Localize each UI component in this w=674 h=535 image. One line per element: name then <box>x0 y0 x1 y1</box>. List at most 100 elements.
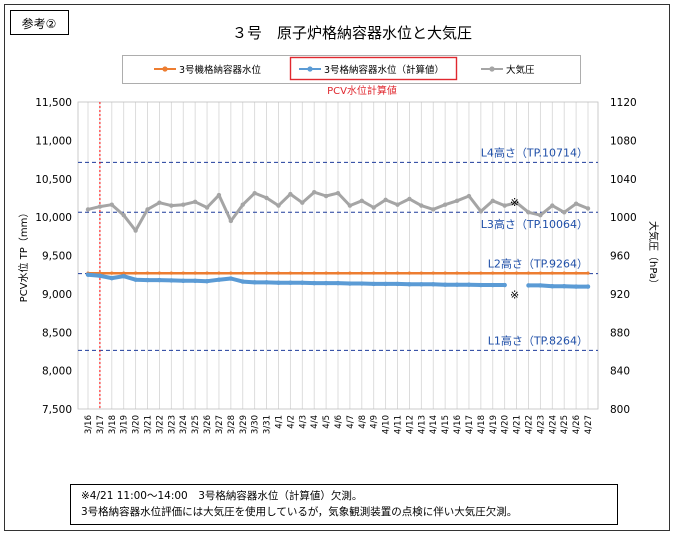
x-tick-label: 3/24 <box>179 415 189 434</box>
series-point-1 <box>550 284 555 289</box>
series-point-2 <box>573 201 579 206</box>
series-point-2 <box>323 193 329 199</box>
series-point-1 <box>288 280 293 285</box>
chart-title: ３号 原子炉格納容器水位と大気圧 <box>232 24 472 42</box>
x-tick-label: 3/27 <box>215 415 225 434</box>
y-axis-title: PCV水位 TP（mm） <box>17 208 30 303</box>
x-tick-label: 4/27 <box>584 415 594 434</box>
series-point-2 <box>85 207 91 212</box>
series-point-0 <box>384 271 388 275</box>
y-tick-label: 9,500 <box>42 251 72 263</box>
y2-tick-label: 880 <box>610 327 630 339</box>
series-point-1 <box>585 284 591 289</box>
series-point-0 <box>324 271 328 275</box>
y-tick-label: 7,500 <box>42 404 72 416</box>
series-point-1 <box>133 277 138 282</box>
series-point-0 <box>479 271 483 275</box>
series-point-0 <box>157 271 162 275</box>
series-point-2 <box>407 196 412 202</box>
plot-border <box>77 101 599 410</box>
series-point-1 <box>490 282 495 288</box>
chart-subtitle: PCV水位計算値 <box>327 84 397 97</box>
series-point-1 <box>240 279 245 284</box>
series-point-1 <box>466 282 472 287</box>
series-point-1 <box>121 274 126 279</box>
series-point-2 <box>181 202 186 207</box>
legend-highlight-box <box>289 56 458 81</box>
series-point-0 <box>491 271 495 275</box>
chart-frame <box>4 4 670 531</box>
legend-marker-1 <box>307 66 313 72</box>
series-point-1 <box>371 281 376 287</box>
x-tick-label: 4/18 <box>477 415 487 434</box>
series-point-1 <box>573 284 579 289</box>
reference-line-label: L3高さ（TP.10064） <box>481 217 588 231</box>
x-tick-label: 4/4 <box>310 415 320 429</box>
series-point-0 <box>360 271 364 275</box>
x-tick-label: 4/26 <box>572 415 582 434</box>
series-point-0 <box>348 271 352 275</box>
y-tick-label: 10,500 <box>35 174 72 186</box>
series-point-1 <box>85 272 91 277</box>
series-point-1 <box>561 284 567 289</box>
x-tick-label: 3/21 <box>144 415 154 434</box>
legend-marker-2 <box>489 66 495 72</box>
series-point-1 <box>538 283 543 288</box>
x-tick-label: 3/16 <box>84 415 94 434</box>
x-tick-label: 4/25 <box>560 415 570 434</box>
series-point-0 <box>217 271 221 275</box>
series-point-1 <box>359 281 365 286</box>
series-point-2 <box>133 228 138 233</box>
series-point-2 <box>169 203 174 208</box>
series-point-0 <box>550 271 554 275</box>
series-point-1 <box>323 280 329 286</box>
reference-line-label: L1高さ（TP.8264） <box>488 333 588 347</box>
series-point-0 <box>205 271 209 275</box>
series-line-1 <box>86 272 507 287</box>
series-point-2 <box>264 195 269 201</box>
series-point-1 <box>311 280 317 286</box>
series-point-0 <box>395 271 400 275</box>
x-tick-label: 3/28 <box>227 415 237 434</box>
x-tick-label: 4/1 <box>274 415 284 429</box>
series-point-0 <box>276 271 281 275</box>
ref-label-box <box>10 10 69 35</box>
series-point-1 <box>181 278 186 284</box>
series-point-0 <box>253 271 257 275</box>
y2-tick-label: 960 <box>610 251 630 263</box>
series-point-1 <box>347 281 353 286</box>
series-point-2 <box>395 202 400 207</box>
series-point-2 <box>228 218 234 224</box>
x-tick-label: 3/22 <box>155 415 165 434</box>
series-point-1 <box>252 280 257 285</box>
series-point-2 <box>585 206 591 211</box>
series-point-2 <box>526 210 531 215</box>
series-point-2 <box>97 204 103 209</box>
x-tick-label: 3/31 <box>263 415 273 434</box>
legend-label-2: 大気圧 <box>506 64 535 76</box>
series-point-0 <box>443 271 447 275</box>
legend-label-1: 3号格納容器水位（計算値） <box>324 64 444 76</box>
series-line-1 <box>526 283 590 289</box>
series-point-2 <box>454 198 460 204</box>
series-point-0 <box>467 271 471 275</box>
series-point-1 <box>478 282 484 288</box>
series-point-1 <box>228 276 234 281</box>
series-point-2 <box>514 200 519 205</box>
reference-line-label: L4高さ（TP.10714） <box>481 145 588 159</box>
series-point-2 <box>561 210 567 215</box>
y2-tick-label: 800 <box>610 404 630 416</box>
x-tick-label: 3/30 <box>251 415 261 434</box>
series-point-2 <box>157 200 162 205</box>
y2-tick-label: 1120 <box>610 97 637 109</box>
footnote-line-1: ※4/21 11:00〜14:00 3号格納容器水位（計算値）欠測。 <box>81 490 363 502</box>
series-point-0 <box>122 271 126 275</box>
series-point-2 <box>276 203 281 208</box>
series-point-1 <box>169 278 174 283</box>
x-tick-label: 3/20 <box>132 415 142 434</box>
y-tick-label: 11,500 <box>35 97 72 109</box>
series-point-2 <box>550 203 555 208</box>
series-point-1 <box>442 282 448 287</box>
series-point-1 <box>454 282 460 287</box>
